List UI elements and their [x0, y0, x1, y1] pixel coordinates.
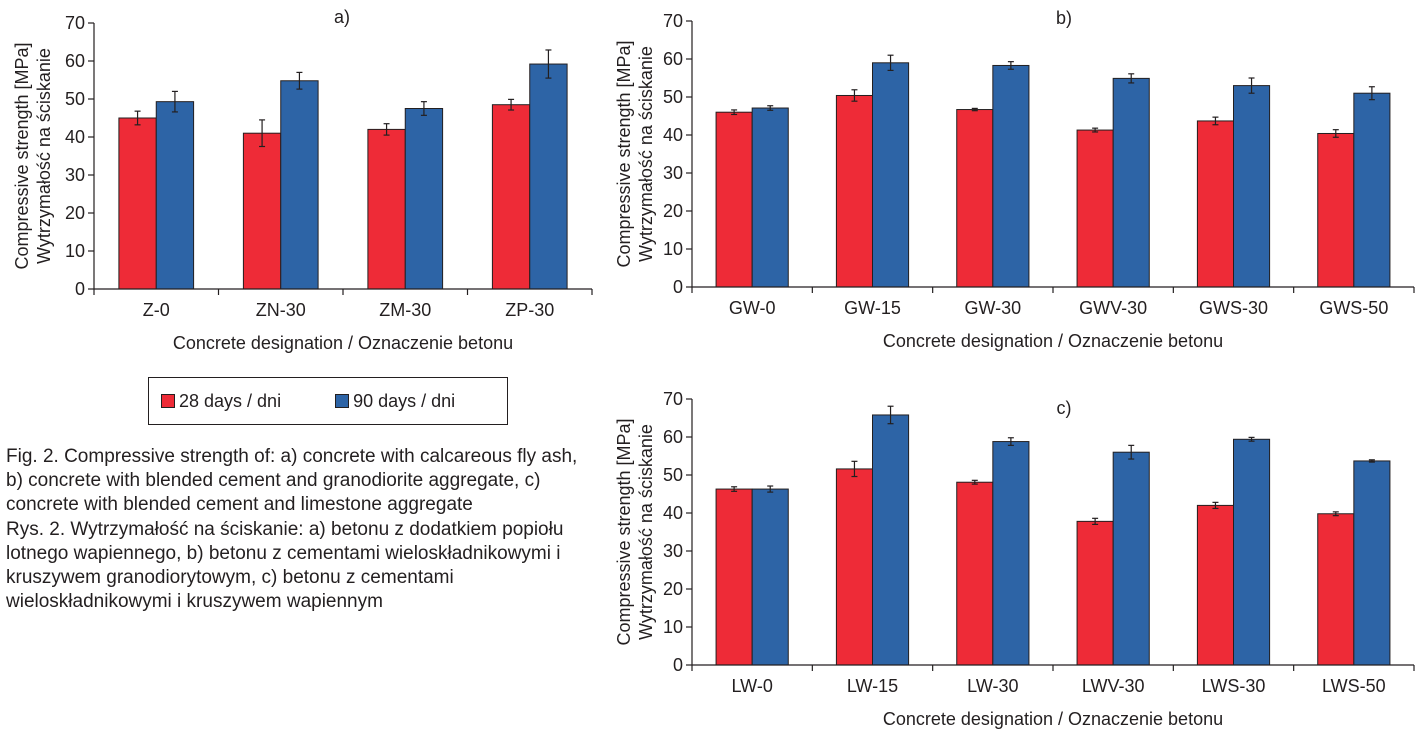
chart-1-category-label-GW-15: GW-15 — [844, 298, 901, 318]
chart-0-bar-s0-Z-0 — [118, 117, 157, 290]
chart-2-x-axis-title: Concrete designation / Oznaczenie betonu — [883, 709, 1223, 729]
caption-polish: Rys. 2. Wytrzymałość na ściskanie: a) be… — [6, 518, 564, 613]
chart-0-ytick-label-60: 60 — [65, 51, 85, 71]
chart-2-ytick-label-60: 60 — [663, 427, 683, 447]
chart-2-bar-s0-LW-30 — [956, 481, 994, 666]
chart-0-category-label-ZN-30: ZN-30 — [256, 300, 306, 320]
chart-2-category-label-LWS-50: LWS-50 — [1322, 676, 1386, 696]
chart-1-bar-s0-GW-30 — [956, 109, 994, 288]
chart-1-bar-s0-GW-15 — [835, 94, 874, 288]
chart-2-bar-s0-LWS-50 — [1317, 513, 1355, 666]
chart-2-ytick-label-70: 70 — [663, 389, 683, 409]
legend-swatch-28-days — [161, 394, 175, 408]
chart-0-y-axis-title-1: Wytrzymałość na ściskanie — [34, 48, 54, 264]
chart-0-ytick-label-0: 0 — [75, 279, 85, 299]
chart-0-bar-s1-ZN-30 — [280, 80, 319, 290]
chart-0-category-label-ZP-30: ZP-30 — [505, 300, 554, 320]
chart-1-ytick-label-60: 60 — [663, 49, 683, 69]
chart-0-panel-label: a) — [334, 7, 350, 27]
chart-2-category-label-LW-0: LW-0 — [731, 676, 772, 696]
chart-0-bar-s1-ZM-30 — [404, 108, 444, 290]
chart-0-ytick-label-20: 20 — [65, 203, 85, 223]
chart-2-ytick-label-10: 10 — [663, 617, 683, 637]
chart-1-ytick-label-0: 0 — [673, 277, 683, 297]
chart-2-y-axis-title-0: Compressive strength [MPa] — [614, 418, 634, 645]
chart-2-bar-s1-LWV-30 — [1112, 451, 1150, 666]
chart-2-bar-s0-LW-0 — [715, 488, 753, 666]
chart-2-category-label-LWS-30: LWS-30 — [1202, 676, 1266, 696]
chart-0-ytick-label-30: 30 — [65, 165, 85, 185]
chart-1-category-label-GWS-50: GWS-50 — [1319, 298, 1388, 318]
chart-2-bar-s1-LW-30 — [992, 441, 1030, 666]
chart-0-y-axis-title-0: Compressive strength [MPa] — [12, 42, 32, 269]
chart-1-category-label-GW-0: GW-0 — [729, 298, 776, 318]
chart-2-bar-s0-LWS-30 — [1196, 504, 1235, 666]
legend-label-90-days: 90 days / dni — [353, 390, 456, 411]
figure-caption: Fig. 2. Compressive strength of: a) conc… — [6, 445, 586, 614]
chart-2-bar-s1-LW-15 — [872, 414, 910, 666]
chart-2-ytick-label-20: 20 — [663, 579, 683, 599]
chart-0-ytick-label-70: 70 — [65, 13, 85, 33]
chart-2-category-label-LW-30: LW-30 — [967, 676, 1018, 696]
legend: 28 days / dni 90 days / dni — [148, 377, 508, 425]
chart-1-y-axis-title-0: Compressive strength [MPa] — [614, 40, 634, 267]
chart-0-bar-s0-ZP-30 — [491, 104, 531, 290]
chart-0-category-label-ZM-30: ZM-30 — [379, 300, 431, 320]
chart-1-bar-s1-GWS-30 — [1233, 85, 1271, 288]
legend-swatch-90-days — [335, 394, 350, 408]
chart-2-bar-s0-LW-15 — [835, 468, 874, 666]
chart-1-bar-s1-GWV-30 — [1112, 77, 1150, 288]
chart-2-bar-s1-LWS-30 — [1233, 438, 1271, 666]
chart-1-y-axis-title-1: Wytrzymałość na ściskanie — [636, 46, 656, 262]
chart-1-ytick-label-20: 20 — [663, 201, 683, 221]
chart-1-bar-s1-GW-0 — [751, 107, 789, 288]
chart-1-bar-s1-GW-15 — [872, 62, 910, 288]
chart-2-bar-s1-LW-0 — [751, 488, 789, 666]
legend-item-90-days: 90 days / dni — [335, 391, 455, 412]
legend-item-28-days: 28 days / dni — [161, 391, 281, 412]
chart-1-panel-label: b) — [1056, 8, 1072, 28]
chart-2-bar-s1-LWS-50 — [1353, 460, 1391, 666]
chart-1-bar-s0-GWS-30 — [1196, 120, 1235, 288]
chart-2-category-label-LW-15: LW-15 — [847, 676, 898, 696]
chart-0-bar-s1-Z-0 — [155, 101, 195, 290]
chart-1-ytick-label-50: 50 — [663, 87, 683, 107]
chart-1-bar-s1-GWS-50 — [1353, 92, 1391, 288]
chart-0-bar-s0-ZM-30 — [367, 128, 406, 290]
chart-1-category-label-GWS-30: GWS-30 — [1199, 298, 1268, 318]
chart-1-category-label-GWV-30: GWV-30 — [1079, 298, 1147, 318]
chart-1-bar-s0-GWS-50 — [1317, 132, 1355, 288]
chart-0-bar-s1-ZP-30 — [529, 63, 568, 290]
chart-1-bar-s0-GWV-30 — [1076, 129, 1114, 288]
chart-2-ytick-label-40: 40 — [663, 503, 683, 523]
chart-0-ytick-label-40: 40 — [65, 127, 85, 147]
chart-1-bar-s0-GW-0 — [715, 111, 753, 288]
chart-0-x-axis-title: Concrete designation / Oznaczenie betonu — [173, 333, 513, 353]
chart-1-ytick-label-10: 10 — [663, 239, 683, 259]
chart-2-bar-s0-LWV-30 — [1076, 520, 1114, 666]
chart-1-ytick-label-70: 70 — [663, 11, 683, 31]
chart-1-x-axis-title: Concrete designation / Oznaczenie betonu — [883, 331, 1223, 351]
legend-label-28-days: 28 days / dni — [179, 390, 282, 411]
chart-1-ytick-label-30: 30 — [663, 163, 683, 183]
chart-0-ytick-label-10: 10 — [65, 241, 85, 261]
chart-2-y-axis-title-1: Wytrzymałość na ściskanie — [636, 424, 656, 640]
chart-0-bar-s0-ZN-30 — [242, 132, 282, 290]
chart-2-category-label-LWV-30: LWV-30 — [1082, 676, 1145, 696]
chart-2-panel-label: c) — [1057, 398, 1072, 418]
chart-1-category-label-GW-30: GW-30 — [964, 298, 1021, 318]
chart-0-category-label-Z-0: Z-0 — [143, 300, 170, 320]
chart-1-ytick-label-40: 40 — [663, 125, 683, 145]
chart-1-bar-s1-GW-30 — [992, 64, 1030, 288]
chart-2-ytick-label-0: 0 — [673, 655, 683, 675]
chart-2-ytick-label-50: 50 — [663, 465, 683, 485]
chart-2-ytick-label-30: 30 — [663, 541, 683, 561]
caption-english: Fig. 2. Compressive strength of: a) conc… — [6, 446, 578, 516]
chart-0-ytick-label-50: 50 — [65, 89, 85, 109]
